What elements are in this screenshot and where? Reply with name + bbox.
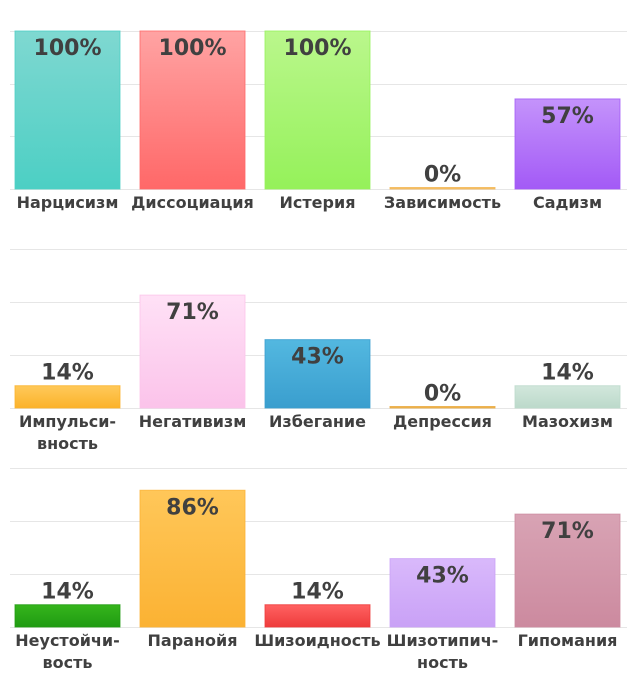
bar [514,385,621,409]
value-label: 43% [416,564,469,589]
bar [264,604,371,628]
bar [514,513,621,628]
category-label: Зависимость [384,193,501,212]
category-label: вость [43,653,93,672]
value-label: 86% [166,495,219,520]
category-label: Паранойя [148,631,238,650]
bar [139,489,246,628]
category-label: ность [417,653,468,672]
value-label: 100% [159,36,227,61]
value-label: 14% [541,361,594,386]
category-label: Шизотипич- [387,631,499,650]
value-label: 71% [166,300,219,325]
category-label: Садизм [533,193,602,212]
category-label: Нарцисизм [17,193,119,212]
value-label: 14% [41,580,94,605]
bar [14,30,121,190]
category-label: Диссоциация [131,193,254,212]
value-label: 100% [34,36,102,61]
value-label: 14% [291,580,344,605]
category-label: Гипомания [518,631,618,650]
bar [264,339,371,409]
category-label: Неустойчи- [15,631,119,650]
category-label: Негативизм [139,412,247,431]
category-label: Импульси- [19,412,116,431]
value-label: 14% [41,361,94,386]
bar [389,406,496,409]
category-label: Шизоидность [254,631,380,650]
category-label: вность [37,434,98,453]
bar [139,294,246,409]
category-label: Истерия [280,193,356,212]
bar [389,558,496,628]
value-label: 100% [284,36,352,61]
value-label: 57% [541,104,594,129]
bar [14,604,121,628]
bar [264,30,371,190]
bar [514,98,621,190]
value-label: 43% [291,345,344,370]
value-label: 0% [424,163,461,188]
value-label: 71% [541,519,594,544]
value-label: 0% [424,382,461,407]
bar [139,30,246,190]
category-label: Мазохизм [522,412,613,431]
category-label: Депрессия [393,412,492,431]
bar [14,385,121,409]
category-label: Избегание [269,412,366,431]
bar [389,187,496,190]
